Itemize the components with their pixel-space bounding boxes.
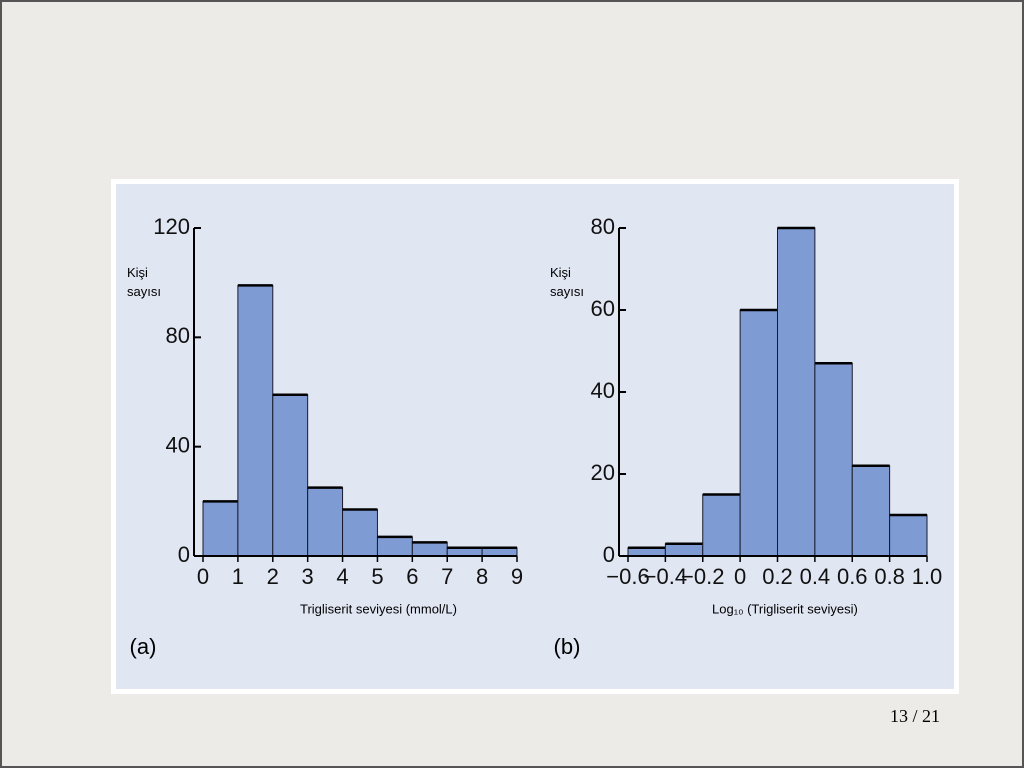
bar [307,487,344,557]
panel-label: (a) [130,634,157,659]
bar [202,500,239,557]
x-tick-label: 0 [197,564,209,589]
y-tick-label: 40 [166,432,190,457]
panel-label: (b) [554,634,581,659]
bar [237,284,274,557]
x-tick-label: 0.4 [800,564,831,589]
y-axis-label: Kişi sayısı [127,265,161,299]
y-tick-label: 20 [591,460,615,485]
x-tick-label: 1 [232,564,244,589]
bar [376,536,413,557]
x-axis-label: Trigliserit seviyesi (mmol/L) [300,601,457,616]
page-number: 13 / 21 [890,706,940,726]
x-tick-label: 8 [476,564,488,589]
x-tick-label: 3 [302,564,314,589]
x-tick-label: −0.2 [681,564,724,589]
bar [814,362,853,557]
x-tick-label: 0.2 [762,564,793,589]
y-tick-label: 0 [178,542,190,567]
y-axis-label: Kişi sayısı [550,265,584,299]
x-tick-label: 5 [371,564,383,589]
bar [342,509,378,557]
x-tick-label: 1.0 [912,564,943,589]
bar [889,514,928,557]
x-tick-label: 0.8 [874,564,905,589]
x-tick-label: 0.6 [837,564,868,589]
bar [664,543,704,557]
x-tick-label: −0.6 [606,564,649,589]
bar [777,227,816,557]
bar [411,541,448,557]
x-tick-label: 7 [441,564,453,589]
x-tick-label: 2 [267,564,279,589]
y-tick-label: 60 [591,296,615,321]
x-tick-label: −0.4 [644,564,687,589]
bar [739,309,778,557]
x-tick-label: 4 [336,564,348,589]
x-axis-label: Log₁₀ (Trigliserit seviyesi) [712,601,858,616]
y-tick-label: 40 [591,378,615,403]
bar [702,494,741,557]
x-tick-label: 6 [406,564,418,589]
y-tick-label: 120 [153,214,190,239]
x-tick-label: 9 [511,564,523,589]
y-tick-label: 80 [166,323,190,348]
bar [272,394,309,557]
bar [851,465,891,557]
y-tick-label: 80 [591,214,615,239]
y-tick-label: 0 [603,542,615,567]
x-tick-label: 0 [734,564,746,589]
